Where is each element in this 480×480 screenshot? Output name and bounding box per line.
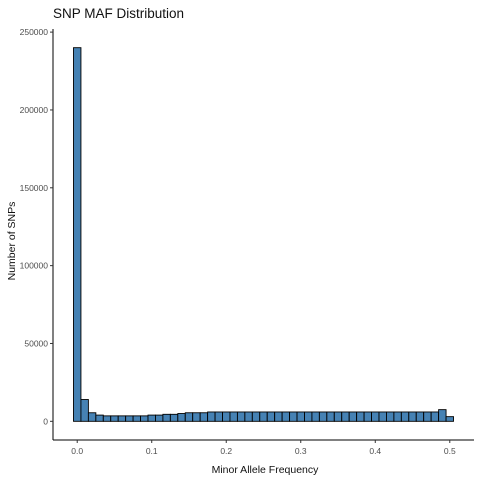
histogram-bar-0.20: [222, 411, 231, 422]
histogram-bar-0.45: [408, 411, 417, 422]
histogram-bar-0.26: [266, 411, 276, 422]
histogram-bar-0.08: [132, 415, 142, 422]
histogram-bar-0.18: [207, 411, 216, 422]
histogram-bar-0.29: [289, 411, 298, 422]
histogram-bar-0.44: [400, 411, 410, 422]
histogram-bar-0.47: [423, 411, 432, 422]
histogram-bar-0.06: [117, 415, 127, 422]
histogram-bar-0.16: [192, 412, 201, 422]
y-tick-label: 50000: [24, 338, 48, 348]
y-axis: 0 50000 100000 150000 200000 250000: [20, 27, 54, 440]
histogram-bar-0.25: [259, 411, 268, 422]
histogram-bar-0.12: [162, 413, 171, 422]
histogram-bar-0.27: [274, 411, 283, 422]
histogram-bar-0.04: [102, 415, 112, 422]
histogram-bar-0.39: [363, 411, 372, 422]
histogram-bar-0.03: [95, 414, 104, 422]
histogram-bar-0.49: [438, 409, 447, 422]
histogram-bar-0.23: [244, 411, 253, 422]
histogram-bar-0.34: [326, 411, 335, 422]
histogram-bar-0.50: [445, 416, 454, 422]
histogram-bar-0.22: [236, 411, 246, 422]
histogram-bar-0.36: [341, 411, 350, 422]
x-tick-label: 0.2: [220, 446, 232, 456]
x-tick-label: 0.0: [71, 446, 83, 456]
y-tick-label: 0: [43, 416, 48, 426]
histogram-bar-0.37: [348, 411, 358, 422]
histogram-bar-0.09: [140, 415, 149, 422]
histogram-bar-0.19: [214, 411, 223, 422]
y-tick-label: 200000: [20, 105, 49, 115]
histogram-bar-0.15: [184, 412, 194, 422]
x-tick-label: 0.3: [295, 446, 307, 456]
x-tick-label: 0.1: [146, 446, 158, 456]
histogram-bars: [73, 47, 454, 422]
histogram-bar-0.28: [281, 411, 291, 422]
histogram-bar-0.17: [199, 412, 209, 422]
histogram-bar-0.24: [251, 411, 261, 422]
x-tick-label: 0.4: [369, 446, 381, 456]
x-axis-label: Minor Allele Frequency: [212, 464, 320, 476]
histogram-bar-0.42: [386, 411, 395, 422]
histogram-bar-0.07: [125, 415, 134, 422]
histogram-bar-0.46: [415, 411, 425, 422]
histogram-bar-0.05: [110, 415, 119, 422]
histogram-bar-0.30: [296, 411, 305, 422]
histogram-bar-0.33: [318, 411, 328, 422]
chart-title: SNP MAF Distribution: [53, 6, 184, 21]
histogram-bar-0.11: [155, 414, 164, 422]
y-tick-label: 250000: [20, 27, 49, 37]
histogram-bar-0.41: [378, 411, 387, 422]
histogram-bar-0.13: [169, 413, 179, 422]
histogram-bar-0.14: [177, 413, 186, 422]
histogram-bar-0.48: [430, 411, 440, 422]
x-tick-label: 0.5: [444, 446, 456, 456]
histogram-bar-0.21: [229, 411, 238, 422]
histogram-bar-0.32: [311, 411, 320, 422]
y-tick-label: 150000: [20, 183, 49, 193]
x-axis: 0.0 0.1 0.2 0.3 0.4 0.5: [53, 439, 474, 456]
histogram-bar-0.38: [356, 411, 365, 422]
histogram-bar-0.40: [371, 411, 380, 422]
histogram-bar-0.00: [73, 47, 82, 422]
y-axis-label: Number of SNPs: [6, 202, 18, 281]
histogram-bar-0.01: [80, 399, 89, 422]
histogram-bar-0.02: [87, 412, 97, 422]
histogram-bar-0.35: [333, 411, 343, 422]
histogram-bar-0.43: [393, 411, 402, 422]
histogram-bar-0.31: [304, 411, 313, 422]
y-tick-label: 100000: [20, 261, 49, 271]
histogram-bar-0.10: [147, 414, 156, 422]
